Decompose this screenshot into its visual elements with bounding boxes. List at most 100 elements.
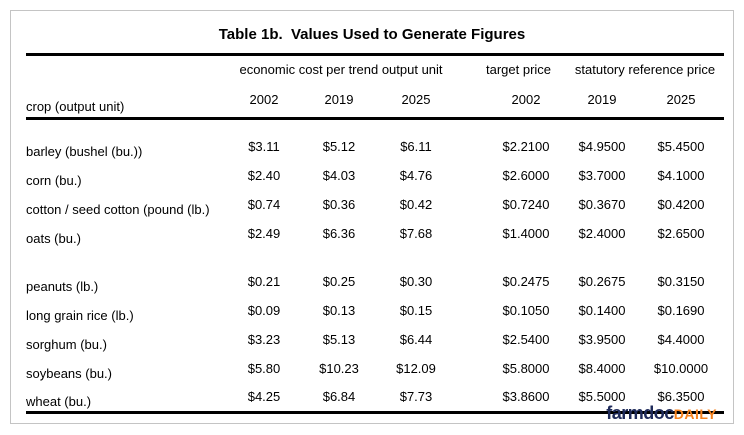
value-cell: $2.6000 xyxy=(502,168,550,183)
value-cell: $7.73 xyxy=(399,389,433,405)
value-cell: $0.2475 xyxy=(502,274,550,289)
value-cell: $6.44 xyxy=(399,332,433,347)
crop-label: sorghum (bu.) xyxy=(26,337,107,352)
value-cell: $0.25 xyxy=(322,274,356,289)
column-spacer xyxy=(456,219,486,248)
value-cell: $3.7000 xyxy=(578,168,626,183)
year-header-target-2002: 2002 xyxy=(486,82,566,120)
value-cell: $0.1050 xyxy=(502,303,550,318)
value-cell: $0.15 xyxy=(399,303,433,318)
column-spacer xyxy=(456,354,486,383)
value-cell: $0.3150 xyxy=(657,274,705,289)
empty-corner-cell xyxy=(26,55,226,83)
value-cell: $12.09 xyxy=(396,361,436,376)
year-header-economic-2019: 2019 xyxy=(302,82,376,120)
value-cell: $2.5400 xyxy=(502,332,550,347)
crop-output-unit-header: crop (output unit) xyxy=(26,82,226,120)
table-row: cotton / seed cotton (pound (lb.) $0.74 $0… xyxy=(26,190,724,219)
crop-label-cell: long grain rice (lb.) xyxy=(26,296,226,325)
value-cell: $5.5000 xyxy=(578,389,626,405)
group-gap-row xyxy=(26,248,724,267)
crop-label-cell: oats (bu.) xyxy=(26,219,226,248)
farmdoc-logo-text: farmdoc xyxy=(606,403,674,423)
value-cell: $0.21 xyxy=(247,274,281,289)
crop-label: oats (bu.) xyxy=(26,231,81,246)
table-row: oats (bu.) $2.49 $6.36 $7.68 $1.4000 $2.4000 $… xyxy=(26,219,724,248)
crop-label: soybeans (bu.) xyxy=(26,366,112,381)
table-row: wheat (bu.) $4.25 $6.84 $7.73 $3.8600 $5.5000… xyxy=(26,383,724,412)
value-cell: $0.36 xyxy=(322,197,356,212)
value-cell: $5.13 xyxy=(322,332,356,347)
statutory-reference-group-header: statutory reference price xyxy=(574,61,716,77)
crop-label: cotton / seed cotton (pound (lb.) xyxy=(26,202,210,217)
value-cell: $5.80 xyxy=(247,361,281,376)
farmdoc-daily-logo-text: DAILY xyxy=(673,406,717,422)
value-cell: $0.4200 xyxy=(657,197,705,212)
table-title: Table 1b. Values Used to Generate Figure… xyxy=(218,26,526,43)
crop-label-cell: cotton / seed cotton (pound (lb.) xyxy=(26,190,226,219)
crop-label: wheat (bu.) xyxy=(26,394,92,410)
column-spacer xyxy=(456,383,486,412)
value-cell: $7.68 xyxy=(399,226,433,241)
table-row: soybeans (bu.) $5.80 $10.23 $12.09 $5.8000 $8… xyxy=(26,354,724,383)
column-spacer xyxy=(456,267,486,296)
value-cell: $3.8600 xyxy=(502,389,550,405)
crop-label: corn (bu.) xyxy=(26,173,82,188)
value-cell: $0.7240 xyxy=(502,197,550,212)
value-cell: $4.25 xyxy=(247,389,281,405)
crop-label-cell: corn (bu.) xyxy=(26,161,226,190)
value-cell: $0.2675 xyxy=(578,274,626,289)
year-header-row: crop (output unit) 2002 2019 2025 2002 2… xyxy=(26,82,724,120)
crop-label: peanuts (lb.) xyxy=(26,279,99,294)
value-cell: $2.40 xyxy=(247,168,281,183)
value-cell: $5.8000 xyxy=(502,361,550,376)
crop-label: long grain rice (lb.) xyxy=(26,308,134,323)
value-cell: $6.11 xyxy=(400,139,432,154)
value-cell: $0.13 xyxy=(322,303,356,318)
table-body: barley (bushel (bu.)) $3.11 $5.12 $6.11 $2.2… xyxy=(26,119,724,413)
crop-label-cell: sorghum (bu.) xyxy=(26,325,226,354)
value-cell: $0.30 xyxy=(399,274,433,289)
value-cell: $3.11 xyxy=(248,139,280,154)
value-cell: $5.4500 xyxy=(657,139,705,154)
crop-label-cell: peanuts (lb.) xyxy=(26,267,226,296)
table-row: sorghum (bu.) $3.23 $5.13 $6.44 $2.5400 $3.95… xyxy=(26,325,724,354)
value-cell: $0.1400 xyxy=(578,303,626,318)
column-group-header-row: economic cost per trend output unit targ… xyxy=(26,55,724,83)
value-cell: $10.23 xyxy=(319,361,359,376)
value-cell: $0.09 xyxy=(247,303,281,318)
value-cell: $6.84 xyxy=(322,389,356,405)
value-cell: $0.42 xyxy=(399,197,433,212)
column-spacer xyxy=(456,190,486,219)
economic-cost-group-header: economic cost per trend output unit xyxy=(239,61,443,77)
column-spacer xyxy=(456,296,486,325)
column-spacer xyxy=(456,82,486,120)
value-cell: $1.4000 xyxy=(502,226,550,241)
year-header-economic-2025: 2025 xyxy=(376,82,456,120)
values-table: economic cost per trend output unit targ… xyxy=(26,53,724,414)
column-spacer xyxy=(456,55,486,83)
value-cell: $10.0000 xyxy=(653,361,709,376)
table-row: corn (bu.) $2.40 $4.03 $4.76 $2.6000 $3.7000 $… xyxy=(26,161,724,190)
value-cell: $0.3670 xyxy=(578,197,626,212)
farmdoc-daily-logo: farmdocDAILY xyxy=(606,404,717,424)
value-cell: $2.49 xyxy=(247,226,281,241)
value-cell: $6.3500 xyxy=(657,389,705,405)
header-gap-row xyxy=(26,119,724,133)
value-cell: $4.03 xyxy=(322,168,356,183)
value-cell: $5.12 xyxy=(322,139,356,154)
value-cell: $6.36 xyxy=(322,226,356,241)
column-spacer xyxy=(456,325,486,354)
value-cell: $4.4000 xyxy=(657,332,705,347)
value-cell: $3.23 xyxy=(247,332,281,347)
value-cell: $2.4000 xyxy=(578,226,626,241)
value-cell: $4.9500 xyxy=(578,139,626,154)
value-cell: $4.1000 xyxy=(657,168,705,183)
column-spacer xyxy=(456,161,486,190)
value-cell: $0.1690 xyxy=(657,303,705,318)
column-spacer xyxy=(456,132,486,161)
table-row: barley (bushel (bu.)) $3.11 $5.12 $6.11 $2.2… xyxy=(26,132,724,161)
value-cell: $0.74 xyxy=(247,197,281,212)
value-cell: $4.76 xyxy=(399,168,433,183)
